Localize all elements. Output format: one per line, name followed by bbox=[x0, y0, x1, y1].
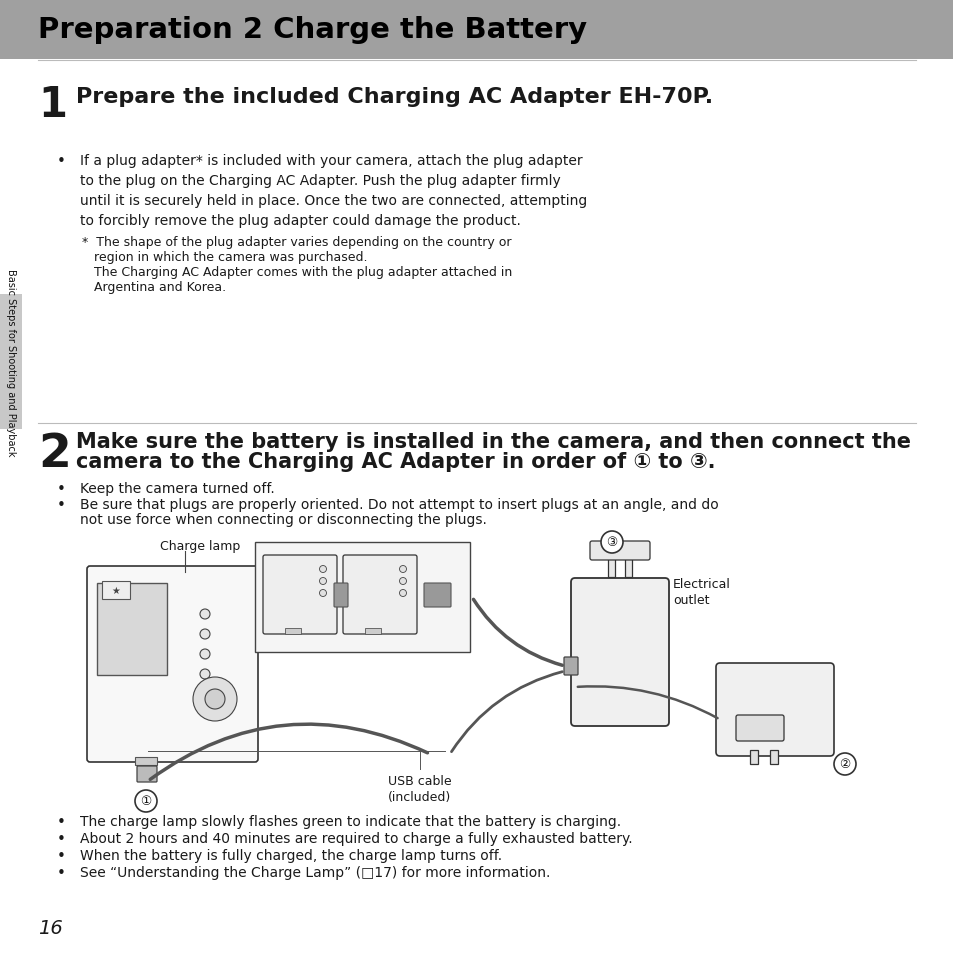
Circle shape bbox=[399, 566, 406, 573]
Text: *  The shape of the plug adapter varies depending on the country or: * The shape of the plug adapter varies d… bbox=[82, 235, 511, 249]
Text: 16: 16 bbox=[38, 918, 63, 937]
Bar bbox=[624, 556, 631, 578]
Bar bbox=[254, 542, 470, 652]
Text: USB cable
(included): USB cable (included) bbox=[388, 774, 452, 803]
Text: Prepare the included Charging AC Adapter EH-70P.: Prepare the included Charging AC Adapter… bbox=[76, 87, 713, 107]
Bar bbox=[285, 628, 301, 635]
Text: Make sure the battery is installed in the camera, and then connect the: Make sure the battery is installed in th… bbox=[76, 432, 910, 452]
Text: Electrical
outlet: Electrical outlet bbox=[672, 578, 730, 606]
Text: About 2 hours and 40 minutes are required to charge a fully exhausted battery.: About 2 hours and 40 minutes are require… bbox=[80, 831, 632, 845]
Bar bbox=[102, 581, 130, 599]
Text: ③: ③ bbox=[606, 536, 617, 549]
FancyBboxPatch shape bbox=[343, 556, 416, 635]
FancyBboxPatch shape bbox=[563, 658, 578, 676]
Text: 2: 2 bbox=[38, 432, 71, 476]
Circle shape bbox=[135, 790, 157, 812]
FancyBboxPatch shape bbox=[263, 556, 336, 635]
Text: •: • bbox=[57, 497, 66, 513]
Bar bbox=[607, 556, 615, 578]
Text: ★: ★ bbox=[112, 585, 120, 596]
Bar bbox=[749, 750, 758, 764]
Circle shape bbox=[205, 689, 225, 709]
Bar bbox=[365, 628, 380, 635]
FancyBboxPatch shape bbox=[735, 716, 783, 741]
Text: ①: ① bbox=[140, 795, 152, 807]
Text: If a plug adapter* is included with your camera, attach the plug adapter
to the : If a plug adapter* is included with your… bbox=[80, 153, 587, 228]
Circle shape bbox=[399, 590, 406, 597]
Circle shape bbox=[200, 609, 210, 619]
Text: region in which the camera was purchased.: region in which the camera was purchased… bbox=[82, 251, 367, 264]
Text: Preparation 2 Charge the Battery: Preparation 2 Charge the Battery bbox=[38, 16, 586, 44]
Bar bbox=[0, 0, 953, 60]
Circle shape bbox=[200, 669, 210, 679]
Text: ②: ② bbox=[839, 758, 850, 771]
Text: •: • bbox=[57, 814, 66, 829]
Text: •: • bbox=[57, 831, 66, 846]
Text: Keep the camera turned off.: Keep the camera turned off. bbox=[80, 481, 274, 496]
FancyBboxPatch shape bbox=[137, 766, 157, 782]
Circle shape bbox=[319, 578, 326, 585]
FancyBboxPatch shape bbox=[716, 663, 833, 757]
Text: •: • bbox=[57, 865, 66, 880]
Text: •: • bbox=[57, 153, 66, 169]
Text: The Charging AC Adapter comes with the plug adapter attached in: The Charging AC Adapter comes with the p… bbox=[82, 266, 512, 278]
Circle shape bbox=[319, 566, 326, 573]
Bar bbox=[135, 758, 157, 765]
FancyBboxPatch shape bbox=[334, 583, 348, 607]
Text: •: • bbox=[57, 848, 66, 863]
Text: •: • bbox=[57, 481, 66, 497]
Text: See “Understanding the Charge Lamp” (□17) for more information.: See “Understanding the Charge Lamp” (□17… bbox=[80, 865, 550, 879]
FancyBboxPatch shape bbox=[571, 578, 668, 726]
FancyBboxPatch shape bbox=[87, 566, 257, 762]
Circle shape bbox=[200, 629, 210, 639]
Circle shape bbox=[833, 753, 855, 775]
Text: 1: 1 bbox=[38, 84, 67, 126]
FancyBboxPatch shape bbox=[589, 541, 649, 560]
Circle shape bbox=[193, 678, 236, 721]
FancyBboxPatch shape bbox=[423, 583, 451, 607]
Bar bbox=[0, 294, 22, 430]
Circle shape bbox=[600, 532, 622, 554]
Text: camera to the Charging AC Adapter in order of ① to ③.: camera to the Charging AC Adapter in ord… bbox=[76, 452, 715, 472]
Circle shape bbox=[200, 649, 210, 659]
Text: The charge lamp slowly flashes green to indicate that the battery is charging.: The charge lamp slowly flashes green to … bbox=[80, 814, 620, 828]
Text: not use force when connecting or disconnecting the plugs.: not use force when connecting or disconn… bbox=[80, 513, 486, 526]
Text: Be sure that plugs are properly oriented. Do not attempt to insert plugs at an a: Be sure that plugs are properly oriented… bbox=[80, 497, 718, 512]
Text: Basic Steps for Shooting and Playback: Basic Steps for Shooting and Playback bbox=[6, 269, 16, 456]
Circle shape bbox=[319, 590, 326, 597]
Text: When the battery is fully charged, the charge lamp turns off.: When the battery is fully charged, the c… bbox=[80, 848, 501, 862]
Text: Charge lamp: Charge lamp bbox=[160, 539, 240, 553]
FancyBboxPatch shape bbox=[97, 583, 167, 676]
Text: Argentina and Korea.: Argentina and Korea. bbox=[82, 281, 226, 294]
Circle shape bbox=[399, 578, 406, 585]
Bar bbox=[769, 750, 778, 764]
